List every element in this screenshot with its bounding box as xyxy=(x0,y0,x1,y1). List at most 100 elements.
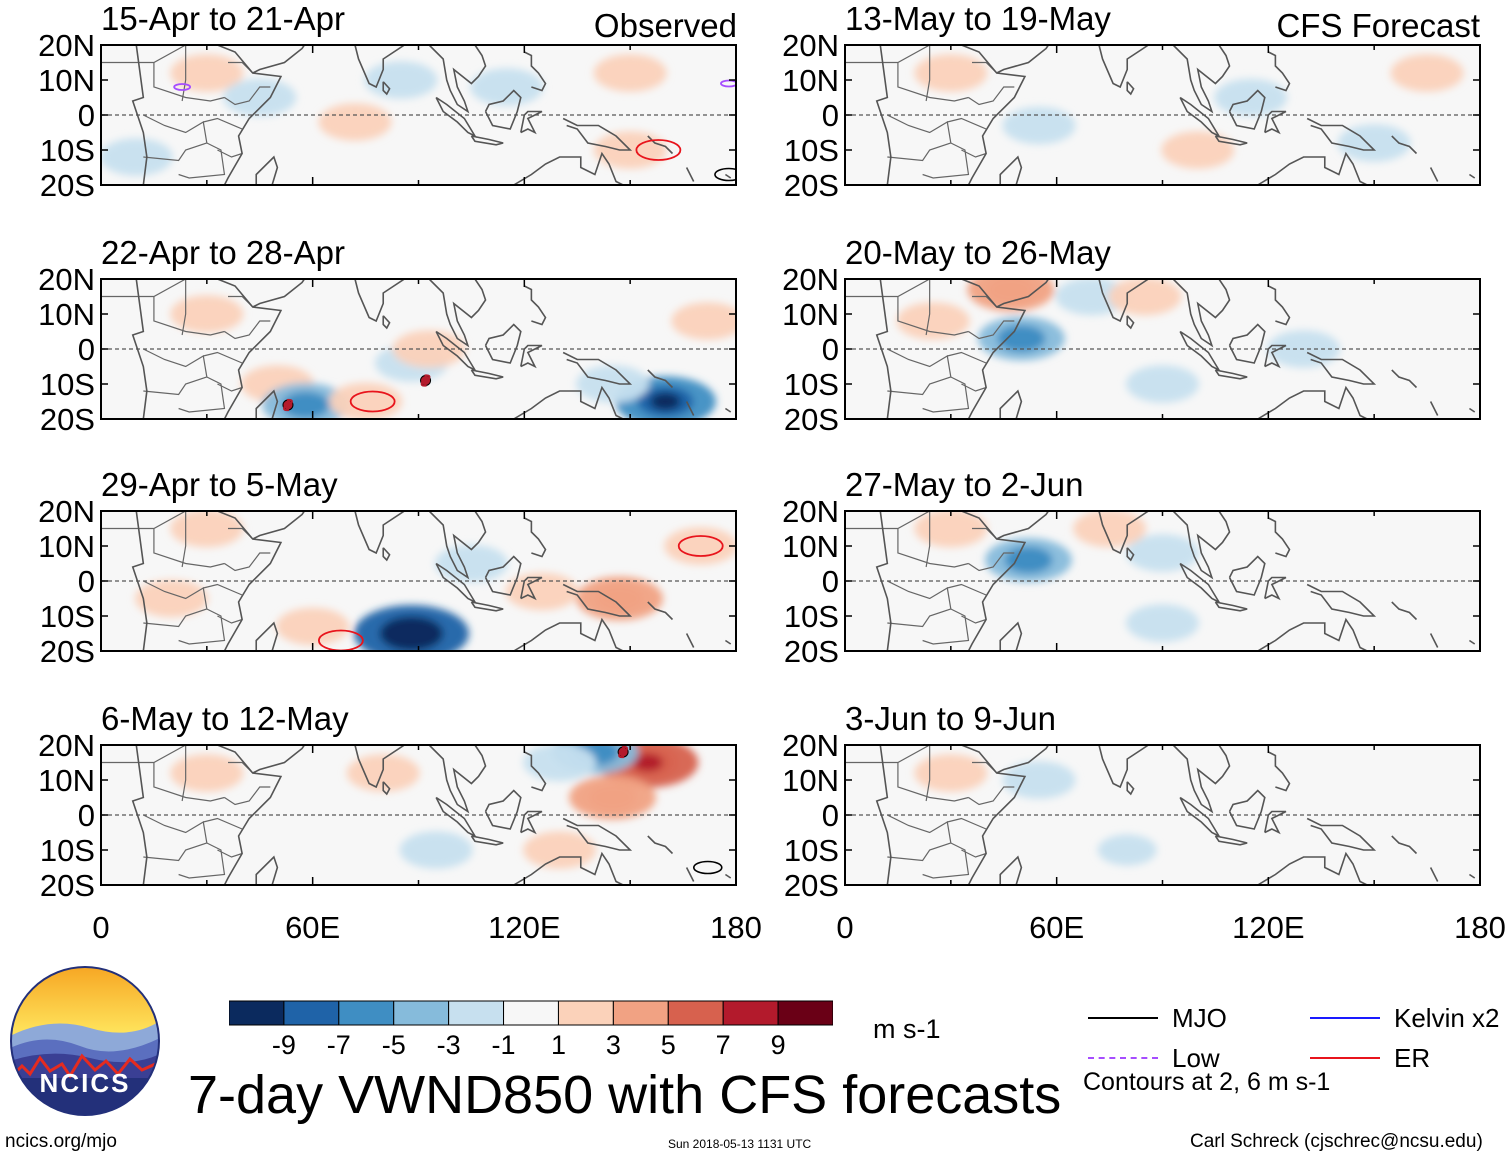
x-tick-label: 180 xyxy=(710,910,762,945)
contour-mjo xyxy=(714,167,736,182)
colorbar-swatch xyxy=(722,1000,779,1026)
y-tick-label: 20S xyxy=(39,634,95,669)
forecast-tag: CFS Forecast xyxy=(1276,7,1480,44)
y-tick-label: 20N xyxy=(38,262,95,297)
y-tick-label: 10N xyxy=(782,63,839,98)
colorbar-tick-label: 7 xyxy=(715,1030,731,1060)
y-tick-label: 20N xyxy=(782,28,839,63)
map-panel xyxy=(844,510,1481,652)
contour-mjo xyxy=(692,860,723,875)
contour-er xyxy=(635,139,682,161)
panel-title: 27-May to 2-Jun xyxy=(845,466,1084,503)
y-tick-label: 10N xyxy=(38,529,95,564)
colorbar-tick-label: -5 xyxy=(381,1030,406,1060)
anomaly-blob xyxy=(318,103,392,141)
anomaly-blob xyxy=(576,365,650,403)
y-tick-label: 10N xyxy=(38,763,95,798)
colorbar-swatch xyxy=(338,1000,395,1026)
anomaly-blob xyxy=(1126,365,1199,403)
y-tick-label: 0 xyxy=(821,332,839,367)
logo-text: NCICS xyxy=(39,1068,131,1098)
y-tick-label: 20S xyxy=(39,168,95,203)
y-tick-label: 20N xyxy=(38,28,95,63)
y-tick-label: 20S xyxy=(783,168,839,203)
anomaly-blob xyxy=(1002,106,1076,145)
anomaly-blob xyxy=(1126,534,1199,572)
y-tick-label: 0 xyxy=(821,98,839,133)
contour-low xyxy=(173,83,192,91)
legend-line-low xyxy=(1088,1057,1158,1059)
anomaly-blob xyxy=(671,302,736,340)
map-panel xyxy=(844,44,1481,186)
panel-title: 22-Apr to 28-Apr xyxy=(101,234,345,271)
y-tick-label: 10S xyxy=(783,599,839,634)
anomaly-blob xyxy=(170,295,244,333)
site-link[interactable]: ncics.org/mjo xyxy=(5,1131,117,1152)
x-tick-label: 0 xyxy=(836,910,854,945)
y-tick-label: 10S xyxy=(783,833,839,868)
anomaly-blob xyxy=(523,745,597,782)
colorbar-svg xyxy=(229,1000,833,1026)
anomaly-blob xyxy=(1390,54,1464,92)
anomaly-blob xyxy=(664,527,736,565)
y-tick-label: 10S xyxy=(39,833,95,868)
contour-er xyxy=(677,535,724,557)
legend-label: MJO xyxy=(1172,1003,1227,1033)
colorbar-swatch xyxy=(557,1000,614,1026)
colorbar-swatch xyxy=(612,1000,669,1026)
anomaly-blob xyxy=(101,138,173,176)
colorbar-swatch xyxy=(283,1000,340,1026)
anomaly-blob xyxy=(329,382,403,419)
colorbar-tick-label: 9 xyxy=(770,1030,786,1060)
anomaly-blob xyxy=(896,302,970,340)
anomaly-blob xyxy=(523,831,597,869)
colorbar-tick-label: -1 xyxy=(491,1030,516,1060)
anomaly-blob xyxy=(346,754,420,792)
y-tick-label: 10S xyxy=(783,367,839,402)
observed-tag: Observed xyxy=(593,7,737,44)
y-tick-label: 20N xyxy=(782,494,839,529)
y-tick-label: 10S xyxy=(39,599,95,634)
x-tick-label: 120E xyxy=(488,910,561,945)
y-tick-label: 20N xyxy=(38,494,95,529)
colorbar-swatch xyxy=(777,1000,833,1026)
panel-title: 3-Jun to 9-Jun xyxy=(845,700,1056,737)
panel-title: 6-May to 12-May xyxy=(101,700,349,737)
y-tick-label: 0 xyxy=(77,798,95,833)
anomaly-blob xyxy=(1097,834,1157,866)
map-panel xyxy=(100,510,737,652)
colorbar-swatch xyxy=(393,1000,450,1026)
anomaly-blob xyxy=(223,78,297,117)
contour-tc xyxy=(282,398,294,412)
y-tick-label: 0 xyxy=(77,332,95,367)
colorbar: -9 -7 -5 -3 -1 1 3 5 7 9 xyxy=(229,1000,833,1060)
ncics-logo: NCICS xyxy=(10,966,160,1116)
anomaly-blob xyxy=(135,579,209,618)
map-panel xyxy=(100,44,737,186)
y-tick-label: 0 xyxy=(77,98,95,133)
anomaly-blob xyxy=(434,544,508,583)
y-tick-label: 10N xyxy=(782,529,839,564)
timestamp: Sun 2018-05-13 1131 UTC xyxy=(668,1137,812,1151)
anomaly-blob xyxy=(276,607,350,646)
map-panel xyxy=(844,278,1481,420)
panel-title: 15-Apr to 21-Apr xyxy=(101,0,345,37)
y-tick-label: 20S xyxy=(39,868,95,903)
y-tick-label: 0 xyxy=(821,564,839,599)
y-tick-label: 10S xyxy=(39,133,95,168)
colorbar-tick-label: -9 xyxy=(271,1030,296,1060)
contour-low xyxy=(720,79,736,88)
panel-title: 29-Apr to 5-May xyxy=(101,466,338,503)
colorbar-swatch xyxy=(448,1000,505,1026)
y-tick-label: 20S xyxy=(783,868,839,903)
y-tick-label: 20N xyxy=(782,262,839,297)
anomaly-blob xyxy=(1126,604,1199,642)
anomaly-blob xyxy=(914,511,988,548)
y-tick-label: 10S xyxy=(783,133,839,168)
author: Carl Schreck (cjschrec@ncsu.edu) xyxy=(1190,1131,1483,1152)
x-tick-label: 120E xyxy=(1232,910,1305,945)
x-tick-label: 0 xyxy=(92,910,110,945)
colorbar-swatch xyxy=(229,1000,285,1026)
colorbar-swatch xyxy=(503,1000,559,1026)
anomaly-blob xyxy=(914,54,988,92)
